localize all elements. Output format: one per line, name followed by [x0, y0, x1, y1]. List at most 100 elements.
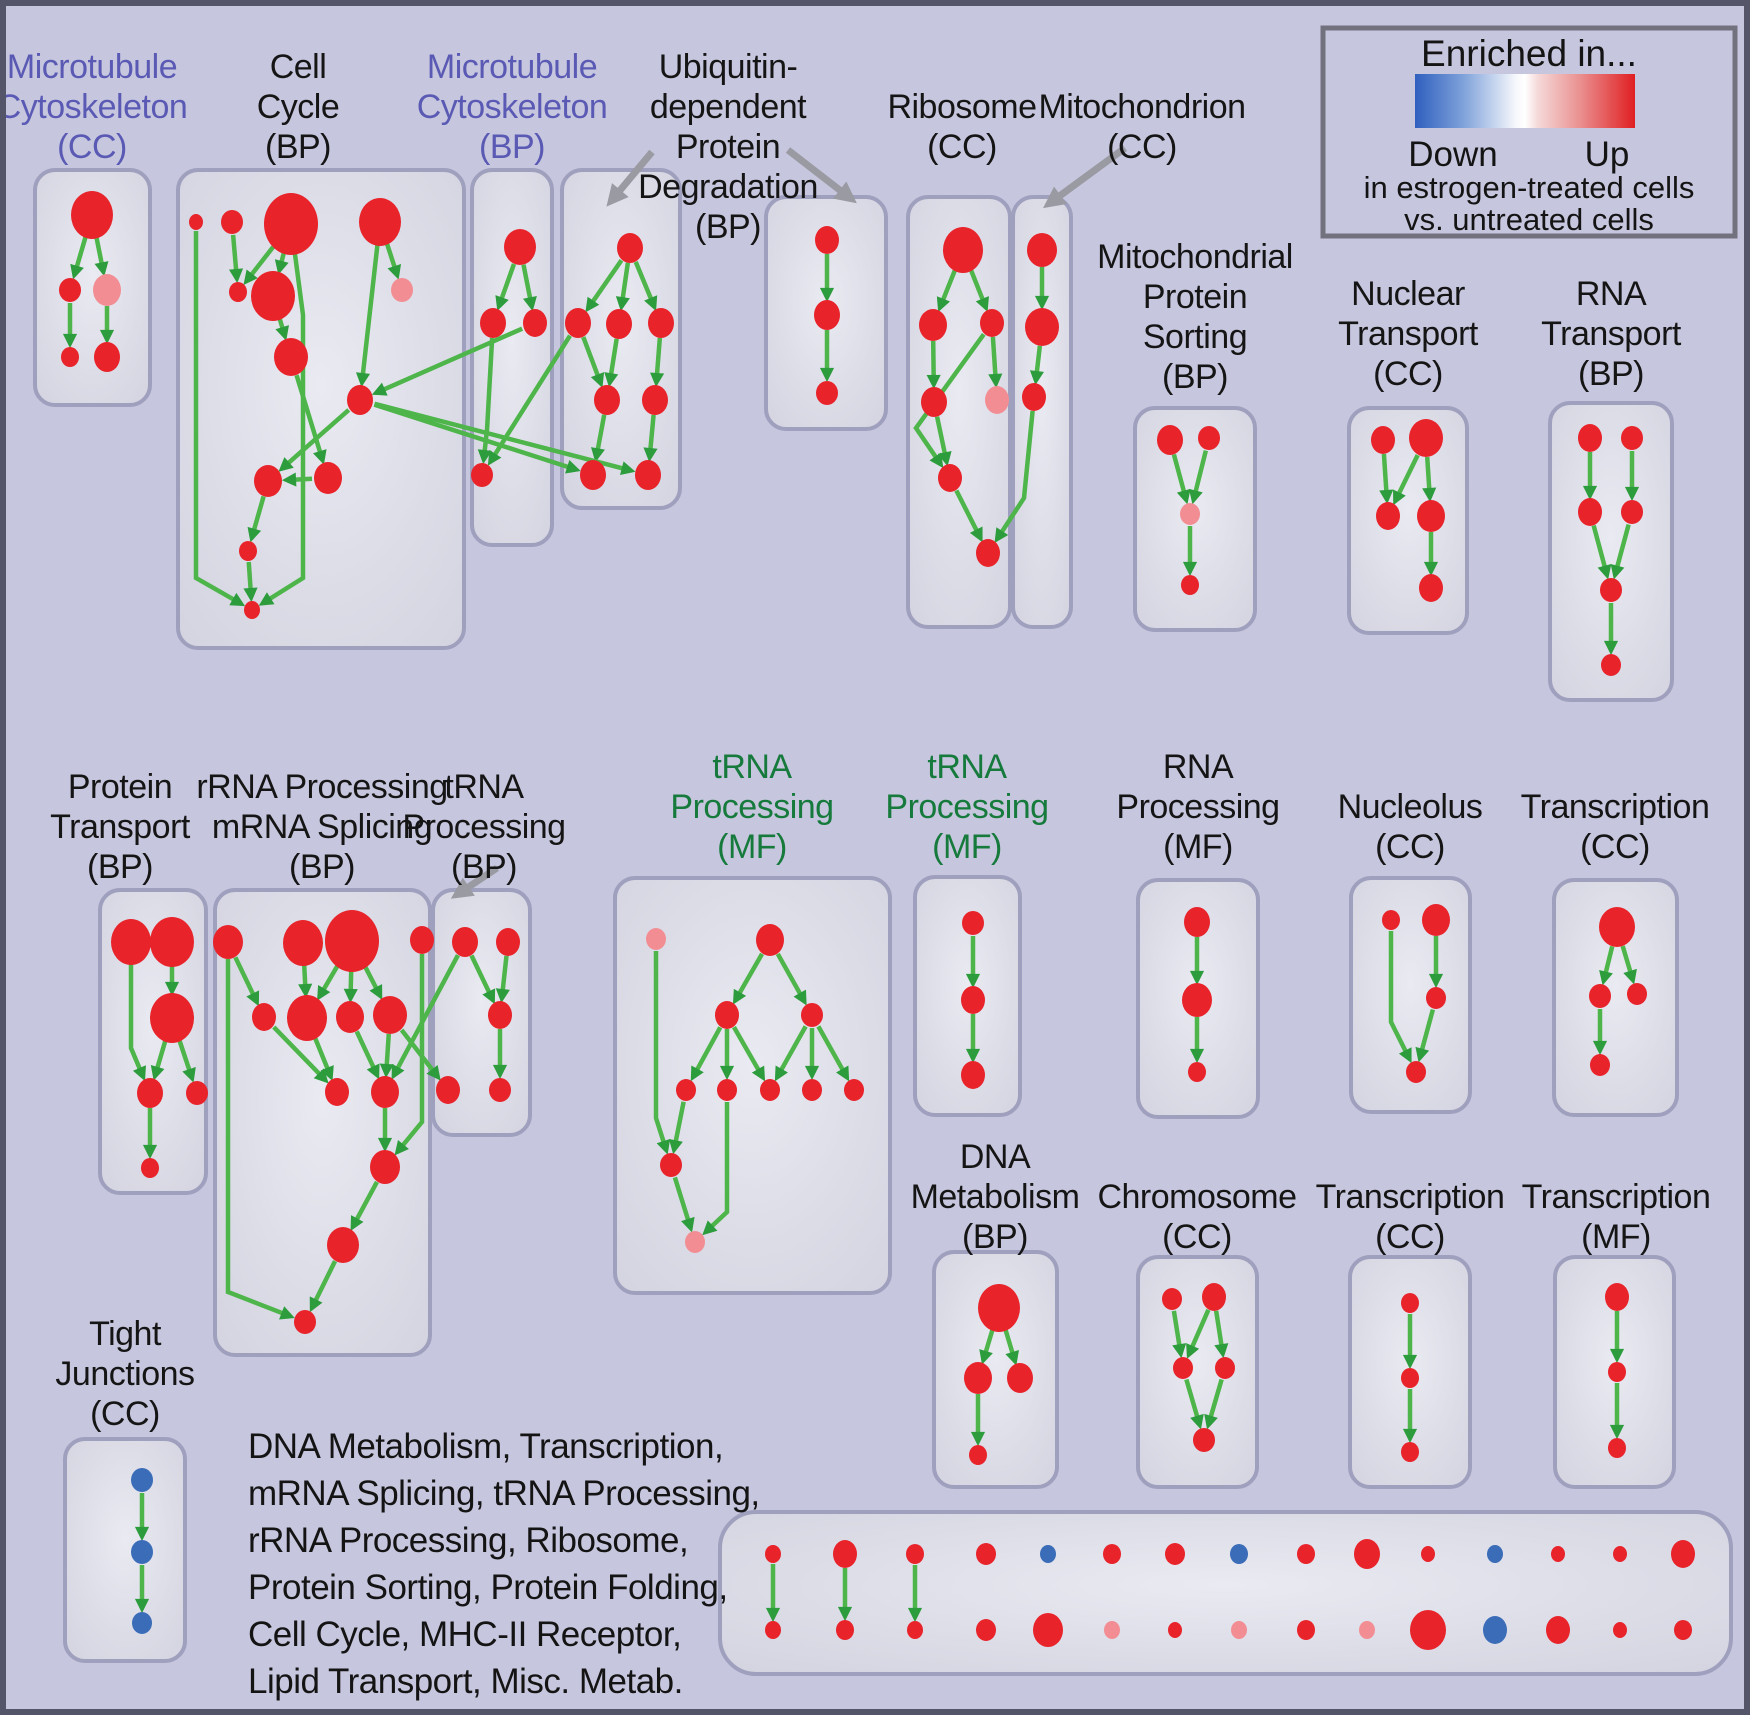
go-term-node-msort-0	[1157, 425, 1183, 455]
edge-arrow	[1186, 1308, 1211, 1359]
go-term-node-rrna-2	[325, 910, 379, 972]
go-term-node-mito-2	[1022, 383, 1046, 411]
go-term-node-tcm-0	[1599, 907, 1635, 947]
go-term-node-strip-11	[1487, 1545, 1503, 1563]
go-term-node-ntrans-0	[1371, 426, 1395, 454]
edge-arrow	[495, 955, 510, 1004]
go-term-node-ub1-6	[580, 460, 606, 490]
go-term-node-ntrans-4	[1419, 574, 1443, 602]
go-term-node-tmfs-1	[961, 986, 985, 1014]
edge-arrow	[313, 1037, 334, 1081]
go-term-node-strip-25	[1410, 1610, 1446, 1650]
edge-arrow	[399, 1028, 441, 1081]
go-term-node-cc-10	[254, 465, 282, 497]
edge-arrow	[228, 234, 244, 284]
go-term-node-strip-5	[1103, 1544, 1121, 1564]
edge-arrow	[1171, 453, 1191, 505]
go-term-node-rtrans-4	[1600, 578, 1622, 602]
cluster-box-dnam	[932, 1250, 1059, 1489]
legend-title: Enriched in...	[1421, 33, 1637, 74]
cluster-label-ribo: Ribosome (CC)	[887, 88, 1036, 166]
edge-arrow	[350, 1180, 379, 1231]
go-term-node-tcb-1	[1401, 1368, 1419, 1388]
go-term-node-strip-27	[1546, 1616, 1570, 1644]
edge-arrow	[633, 261, 658, 312]
edge-arrow	[384, 243, 402, 280]
edge-arrow	[591, 414, 607, 463]
go-term-node-rrna-4	[252, 1003, 276, 1031]
go-term-node-rrna-10	[370, 1150, 400, 1184]
edge-arrow	[732, 1026, 766, 1082]
edge-arrow	[604, 338, 619, 388]
go-term-node-msort-3	[1181, 575, 1199, 595]
edge-arrow	[732, 952, 764, 1005]
go-term-node-tcb-2	[1401, 1442, 1419, 1462]
go-term-node-strip-22	[1231, 1621, 1247, 1639]
merged-categories-text: DNA Metabolism, Transcription, mRNA Splic…	[248, 1427, 760, 1701]
go-term-node-tmf-1	[1608, 1362, 1626, 1382]
edge-arrow	[1379, 453, 1394, 505]
edge-arrow	[379, 1033, 394, 1079]
edge-arrow	[193, 231, 246, 607]
go-term-node-rrna-6	[336, 1001, 364, 1033]
go-term-node-dnam-3	[969, 1445, 987, 1465]
go-term-node-ub1-2	[606, 309, 632, 339]
go-term-node-rrna-7	[373, 996, 407, 1034]
cluster-box-tj	[63, 1437, 187, 1663]
edge-arrow	[1620, 945, 1637, 985]
cluster-label-rtrans: RNA Transport (BP)	[1541, 275, 1682, 393]
edge-arrow	[1599, 945, 1615, 986]
go-term-node-ntrans-1	[1409, 419, 1443, 457]
go-term-node-cc-12	[244, 601, 260, 619]
go-term-node-rrna-8	[325, 1078, 349, 1106]
go-term-node-tj-0	[131, 1468, 153, 1492]
go-term-node-ub1-7	[635, 460, 661, 490]
edge-arrow	[774, 1025, 808, 1082]
edge-arrow	[298, 964, 313, 999]
cluster-label-tmf: Transcription (MF)	[1522, 1178, 1711, 1256]
cluster-box-rtrans	[1548, 401, 1674, 702]
go-term-node-tmfb-8	[844, 1079, 864, 1101]
cluster-label-chrom: Chromosome (CC)	[1097, 1178, 1296, 1256]
edge-arrow	[615, 262, 631, 312]
go-term-node-chrom-3	[1215, 1357, 1235, 1379]
edge-arrow	[969, 269, 989, 312]
cluster-label-dnam: DNA Metabolism (BP)	[911, 1138, 1080, 1256]
go-term-node-tmfb-3	[801, 1003, 823, 1027]
go-term-node-tmfb-4	[676, 1079, 696, 1101]
label-pointer-arrow	[606, 149, 655, 207]
go-term-node-tmfb-0	[646, 928, 666, 950]
go-term-node-tmfs-0	[962, 911, 984, 935]
go-term-node-mito-1	[1025, 308, 1059, 346]
edge-arrow	[988, 336, 1003, 389]
cluster-label-mito: Mitochondrion (CC)	[1038, 88, 1245, 166]
go-term-node-mito-0	[1027, 233, 1057, 267]
cluster-box-ub1	[560, 168, 682, 510]
go-term-node-ub2-1	[814, 300, 840, 330]
edge-arrow	[672, 1176, 695, 1233]
edge-arrow	[1388, 931, 1412, 1064]
edge-arrow	[371, 326, 524, 396]
edge-arrow	[373, 401, 636, 476]
go-term-node-tmfb-1	[756, 924, 784, 956]
edge-arrow	[643, 414, 658, 463]
go-term-node-tmf-0	[1605, 1283, 1629, 1311]
cluster-label-tmfb: tRNA Processing (MF)	[670, 748, 833, 866]
go-term-node-ptrans-0	[111, 919, 151, 965]
edge-arrow	[934, 416, 952, 467]
edge-arrow	[128, 964, 146, 1082]
cluster-label-tj: Tight Junctions (CC)	[55, 1315, 194, 1433]
cluster-label-ubiq: Ubiquitin-dependent Protein Degradation (BP…	[638, 48, 818, 246]
cluster-label-rpmf: RNA Processing (MF)	[1116, 748, 1279, 866]
legend-down-label: Down	[1408, 135, 1497, 174]
cluster-label-cc: Cell Cycle (BP)	[257, 48, 340, 166]
edge-arrow	[94, 237, 109, 277]
edge-arrow	[1591, 524, 1612, 580]
go-term-node-tbp-2	[488, 1001, 512, 1029]
edge-arrow	[150, 1040, 168, 1081]
legend-subtitle-1: in estrogen-treated cells	[1364, 170, 1695, 205]
go-term-node-tbp-0	[452, 927, 478, 957]
edge-arrow	[70, 236, 88, 280]
go-term-node-ptrans-4	[186, 1081, 208, 1105]
